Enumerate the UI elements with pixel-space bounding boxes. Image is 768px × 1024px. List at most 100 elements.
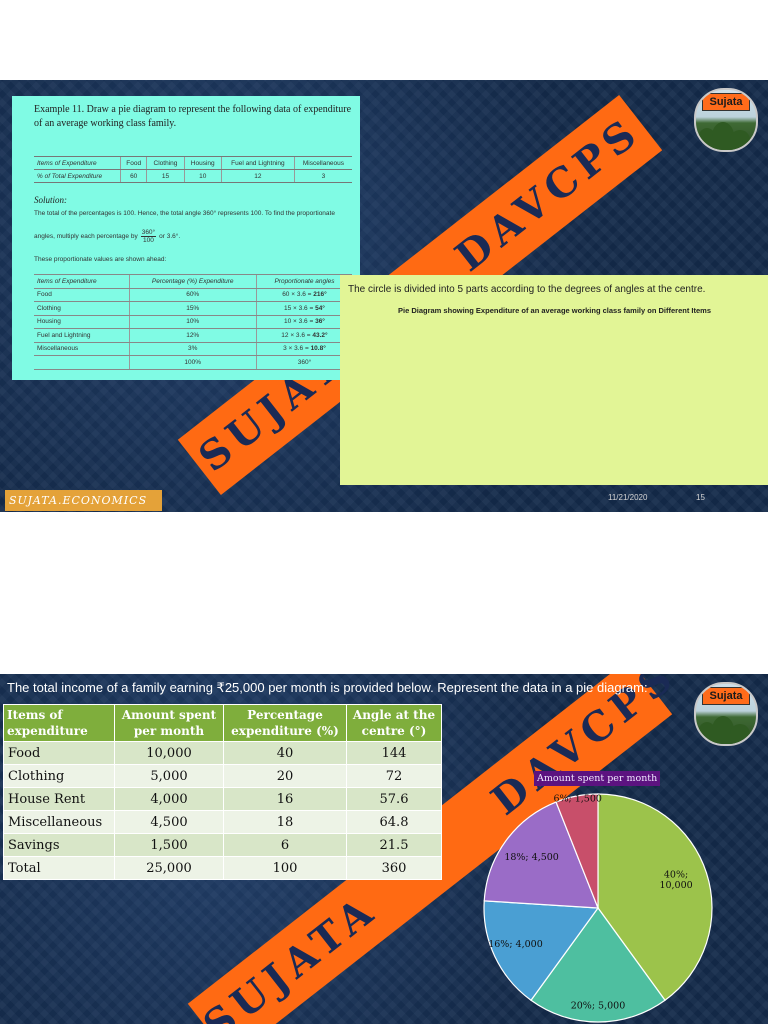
table-row: Fuel and Lightning 12% 12 × 3.6 = 43.2° xyxy=(34,328,352,343)
angle-value: 54° xyxy=(315,304,325,312)
table-cell: 100 xyxy=(223,856,347,880)
table-cell: 4,000 xyxy=(114,787,224,811)
angle-value: 10.8° xyxy=(310,345,326,353)
proportionate-angles-table: Items of Expenditure Percentage (%) Expe… xyxy=(34,274,352,370)
pie-caption: The circle is divided into 5 parts accor… xyxy=(348,284,706,295)
table-cell: 12 xyxy=(220,169,295,183)
calc-text: 15 × 3.6 = xyxy=(283,304,316,312)
table-cell: 10 xyxy=(183,169,222,183)
table-header: Angle at the centre (°) xyxy=(346,704,442,742)
table-header-row: Items of expenditure Amount spent per mo… xyxy=(3,704,442,742)
pie-slice xyxy=(483,900,600,1002)
solution-text-2: angles, multiply each percentage by 360°… xyxy=(34,229,180,244)
pie-chart-2: 40%; 10,000 20%; 5,000 16%; 4,000 18%; 4,500… xyxy=(483,793,713,1023)
slide-date: 11/21/2020 xyxy=(608,493,648,502)
table-cell: 100% xyxy=(128,355,257,370)
slide-1: SUJATA DAVCPS Example 11. Draw a pie dia… xyxy=(0,80,768,512)
angle-value: 43.2° xyxy=(312,331,328,339)
badge-label: Sujata xyxy=(702,93,750,111)
table-row: Items of Expenditure Food Clothing Housi… xyxy=(34,156,352,170)
table-cell: 360 xyxy=(346,856,442,880)
table-cell: Food xyxy=(3,741,115,765)
pie-title: Pie Diagram showing Expenditure of an av… xyxy=(398,306,712,315)
solution-text: or 3.6°. xyxy=(159,233,181,240)
solution-text: These proportionate values are shown ahe… xyxy=(34,256,167,263)
row-label: Items of Expenditure xyxy=(34,156,121,170)
sujata-badge: Sujata xyxy=(694,682,758,746)
badge-label: Sujata xyxy=(702,687,750,705)
angle-value: 216° xyxy=(313,291,327,299)
table-cell: 3 × 3.6 = 10.8° xyxy=(255,342,352,356)
table-cell: Fuel and Lightning xyxy=(34,328,130,343)
table-cell: 64.8 xyxy=(346,810,442,834)
table-cell: Food xyxy=(120,156,147,170)
table-cell: 360° xyxy=(255,355,352,370)
table-row: 100% 360° xyxy=(34,355,352,370)
footer-label: SUJATA.ECONOMICS xyxy=(5,490,162,511)
pie-slice xyxy=(555,793,599,909)
table-header: Items of Expenditure xyxy=(34,274,130,289)
table-header: Amount spent per month xyxy=(114,704,224,742)
solution-text: The total of the percentages is 100. Hen… xyxy=(34,210,335,217)
example-title: Example 11. Draw a pie diagram to repres… xyxy=(34,104,352,129)
table-cell: Housing xyxy=(183,156,222,170)
table-header: Percentage expenditure (%) xyxy=(223,704,347,742)
pie-slice-label: 40%; 10,000 xyxy=(659,869,692,890)
fraction-numerator: 360° xyxy=(140,229,157,237)
table-cell: Clothing xyxy=(146,156,185,170)
table-cell: Miscellaneous xyxy=(293,156,352,170)
table-row: % of Total Expenditure 60 15 10 12 3 xyxy=(34,169,352,183)
table-cell: 15% xyxy=(128,301,257,316)
table-row: House Rent 4,000 16 57.6 xyxy=(3,787,442,811)
table-cell: 60 × 3.6 = 216° xyxy=(255,288,352,302)
table-cell: 12 × 3.6 = 43.2° xyxy=(255,328,352,343)
table-cell: 12% xyxy=(128,328,257,343)
table-cell: 5,000 xyxy=(114,764,224,788)
sujata-badge: Sujata xyxy=(694,88,758,152)
pie-chart-title: Amount spent per month xyxy=(534,771,661,786)
expenditure-table: Items of Expenditure Food Clothing Housi… xyxy=(34,156,352,183)
calc-text: 60 × 3.6 = xyxy=(282,291,314,299)
table-cell: 21.5 xyxy=(346,833,442,857)
fraction-denominator: 100 xyxy=(143,237,154,244)
table-cell: 72 xyxy=(346,764,442,788)
table-cell: 3 xyxy=(293,169,352,183)
example-panel: Example 11. Draw a pie diagram to repres… xyxy=(12,96,360,380)
pie-slice-label: 6%; 1,500 xyxy=(553,794,602,805)
table-cell: Clothing xyxy=(3,764,115,788)
pie-slice-label: 16%; 4,000 xyxy=(488,939,543,950)
pie-slice xyxy=(483,801,599,909)
calc-text: 12 × 3.6 = xyxy=(281,331,313,339)
table-header: Items of expenditure xyxy=(3,704,115,742)
slide-number: 15 xyxy=(696,493,705,502)
table-row: Total 25,000 100 360 xyxy=(3,856,442,880)
table-cell: Miscellaneous xyxy=(34,342,130,356)
table-cell: 25,000 xyxy=(114,856,224,880)
calc-text: 3 × 3.6 = xyxy=(283,345,311,353)
table-cell xyxy=(34,355,130,370)
angle-value: 36° xyxy=(315,318,325,326)
watermark-text-top: DAVCPS xyxy=(446,107,650,281)
table-cell: 10 × 3.6 = 36° xyxy=(255,315,352,329)
slide-heading: The total income of a family earning ₹25… xyxy=(7,680,648,695)
table-cell: Clothing xyxy=(34,301,130,316)
table-cell: 3% xyxy=(128,342,257,356)
table-cell: 60% xyxy=(128,288,257,302)
slide-2: SUJATA DAVCPS The total income of a fami… xyxy=(0,674,768,1024)
table-cell: Total xyxy=(3,856,115,880)
table-cell: 57.6 xyxy=(346,787,442,811)
table-cell: 60 xyxy=(120,169,147,183)
table-row: Miscellaneous 4,500 18 64.8 xyxy=(3,810,442,834)
table-cell: 10,000 xyxy=(114,741,224,765)
pie-panel: The circle is divided into 5 parts accor… xyxy=(340,275,768,485)
table-cell: 15 xyxy=(146,169,185,183)
pie-slice-label: 20%; 5,000 xyxy=(571,1000,626,1011)
table-cell: Housing xyxy=(34,315,130,329)
table-row: Miscellaneous 3% 3 × 3.6 = 10.8° xyxy=(34,342,352,356)
table-header: Proportionate angles xyxy=(255,274,352,289)
table-cell: Miscellaneous xyxy=(3,810,115,834)
table-cell: 10% xyxy=(128,315,257,329)
table-row: Clothing 5,000 20 72 xyxy=(3,764,442,788)
table-cell: Food xyxy=(34,288,130,302)
